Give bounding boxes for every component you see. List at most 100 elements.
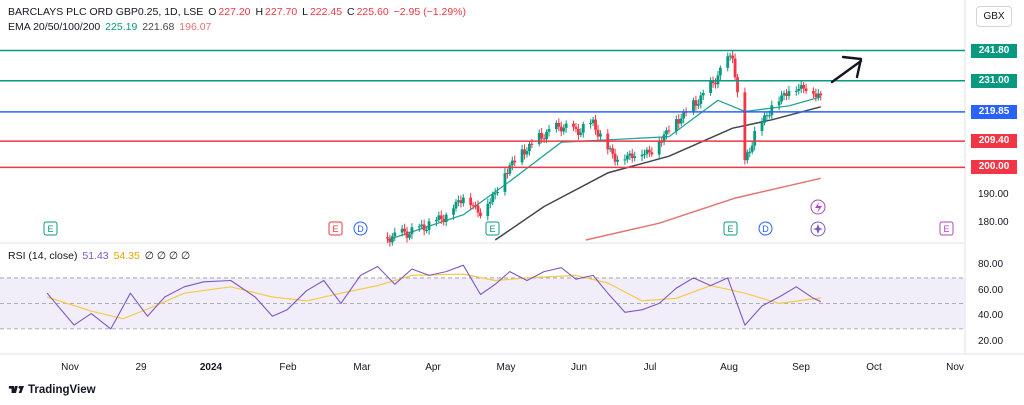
open-label: O: [208, 6, 217, 18]
candle-body: [767, 115, 771, 117]
rsi-ma-value: 54.35: [113, 250, 140, 262]
price-axis-label: 190.00: [978, 189, 1009, 201]
candle-body: [728, 55, 732, 57]
candle-body: [576, 128, 580, 135]
sparkle-icon: [813, 224, 823, 234]
time-axis-label: Mar: [353, 362, 371, 373]
candle-body: [765, 115, 769, 117]
candle-body: [628, 153, 632, 156]
candle-body: [408, 234, 411, 238]
candle-body: [562, 127, 566, 132]
candle-body: [716, 75, 720, 85]
candle-body: [660, 141, 664, 143]
candle-body: [476, 205, 480, 213]
event-marker-E: [939, 221, 954, 236]
candle-body: [812, 91, 815, 94]
event-marker-letter: E: [943, 224, 949, 234]
time-axis-label: Oct: [866, 362, 882, 373]
candle-body: [780, 95, 783, 102]
time-axis-label: 29: [135, 362, 147, 373]
candle-body: [452, 208, 455, 215]
candle-body: [743, 92, 747, 161]
candle-body: [596, 129, 600, 137]
candle-body: [623, 159, 627, 161]
candle-body: [537, 132, 541, 144]
rsi-ma-line: [46, 273, 821, 320]
candle-body: [645, 149, 649, 155]
candle-body: [425, 230, 429, 232]
event-marker-E: [723, 221, 738, 236]
candle-body: [819, 93, 823, 96]
candle-body: [787, 90, 791, 96]
candle-body: [589, 123, 593, 125]
candle-body: [667, 130, 671, 132]
candle-body: [390, 236, 394, 243]
ema100-line: [585, 177, 821, 241]
candle-body: [718, 67, 722, 76]
candle-body: [386, 237, 389, 239]
candle-body: [493, 192, 497, 195]
candle-body: [554, 122, 558, 130]
candle-body: [682, 111, 686, 119]
rsi-label: RSI (14, close): [8, 250, 78, 262]
candle-body: [677, 119, 681, 124]
ema20-line: [387, 96, 821, 241]
candle-body: [437, 215, 441, 220]
candle-body: [572, 123, 575, 127]
candle-body: [662, 134, 666, 143]
candle-body: [799, 85, 803, 89]
close-label: C: [346, 6, 355, 18]
symbol-title: BARCLAYS PLC ORD GBP0.25, 1D, LSE: [8, 6, 204, 18]
candle-body: [422, 224, 426, 231]
candle-body: [647, 149, 651, 153]
candle-body: [694, 100, 698, 106]
candle-body: [594, 119, 597, 130]
candle-body: [579, 132, 583, 135]
candle-body: [613, 153, 617, 162]
candle-body: [733, 58, 737, 78]
event-marker-letter: E: [47, 224, 53, 234]
event-marker-E: [43, 221, 58, 236]
rsi-value: 51.43: [82, 250, 109, 262]
candle-body: [388, 238, 392, 243]
tradingview-branding[interactable]: TradingView: [8, 384, 96, 396]
candle-body: [403, 228, 406, 232]
candle-body: [457, 200, 460, 202]
candle-body: [474, 205, 477, 207]
price-axis-label: 180.00: [978, 217, 1009, 229]
candle-body: [665, 130, 668, 135]
candle-body: [454, 201, 458, 209]
candle-body: [479, 212, 482, 217]
candle-body: [611, 148, 615, 154]
ema100-value: 196.07: [179, 21, 212, 33]
candle-body: [591, 119, 595, 124]
candle-body: [802, 85, 806, 89]
candle-body: [525, 151, 529, 155]
time-axis-label: Nov: [946, 362, 964, 373]
candle-body: [608, 148, 612, 150]
candle-body: [486, 203, 490, 217]
rsi-axis-label: 20.00: [978, 335, 1004, 347]
candle-body: [442, 219, 446, 223]
candle-body: [714, 83, 717, 85]
candle-body: [469, 197, 473, 206]
candle-body: [770, 105, 774, 116]
currency-button[interactable]: GBX: [976, 6, 1012, 27]
ema20-value: 225.19: [105, 21, 138, 33]
candle-body: [528, 143, 531, 152]
candle-body: [625, 155, 629, 160]
rsi-header: RSI (14, close) 51.43 54.35 ∅ ∅ ∅ ∅: [8, 250, 192, 262]
candle-body: [696, 104, 700, 106]
candle-body: [508, 165, 512, 174]
event-marker-D: [353, 221, 368, 236]
change-value: −2.95 (−1.29%): [393, 6, 467, 18]
candle-body: [782, 93, 786, 96]
event-marker-D: [758, 221, 773, 236]
candle-body: [542, 138, 546, 140]
candle-body: [726, 56, 730, 68]
candle-body: [439, 215, 443, 220]
candle-body: [753, 130, 757, 146]
candle-body: [760, 122, 764, 131]
candle-body: [745, 152, 749, 161]
